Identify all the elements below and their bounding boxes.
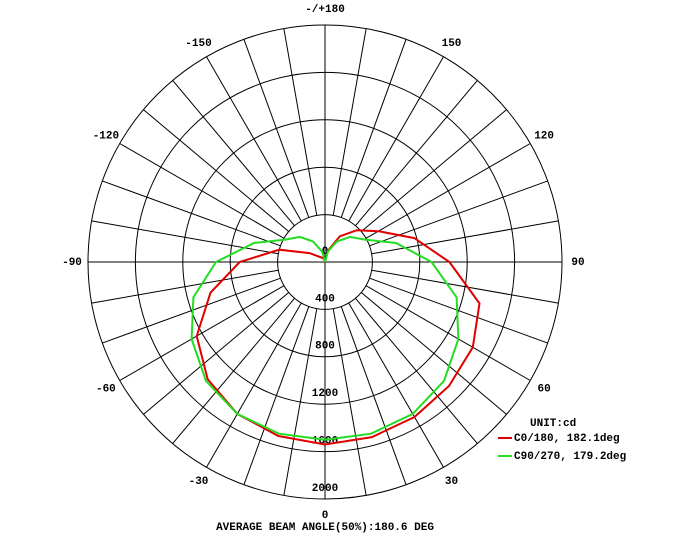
unit-label: UNIT:cd	[530, 418, 576, 430]
angle-tick-label: 60	[538, 383, 551, 395]
spoke	[332, 28, 367, 216]
angle-tick-label: -/+180	[305, 4, 345, 16]
spoke	[355, 80, 478, 227]
spoke	[371, 269, 559, 304]
spoke	[340, 306, 407, 485]
spoke	[371, 220, 559, 255]
angle-tick-label: 90	[571, 257, 584, 269]
spoke	[119, 285, 285, 381]
spoke	[360, 292, 507, 415]
spoke	[348, 56, 444, 222]
spoke	[365, 285, 531, 381]
angle-tick-label: 30	[445, 476, 458, 488]
angle-tick-label: 0	[322, 510, 329, 522]
angle-tick-label: 120	[534, 130, 554, 142]
spoke	[332, 308, 367, 496]
spoke	[172, 80, 295, 227]
footer: AVERAGE BEAM ANGLE(50%):180.6 DEG	[216, 522, 434, 534]
spoke	[243, 39, 310, 218]
spoke	[369, 277, 548, 344]
spoke	[340, 39, 407, 218]
curve	[190, 235, 460, 441]
spoke	[102, 277, 281, 344]
spoke	[355, 297, 478, 444]
spoke	[172, 297, 295, 444]
spoke	[283, 28, 318, 216]
angle-tick-label: -60	[96, 383, 116, 395]
spoke	[360, 109, 507, 232]
spoke	[365, 143, 531, 239]
curve	[195, 229, 481, 446]
legend-label: C0/180, 182.1deg	[514, 433, 620, 445]
spoke	[119, 143, 285, 239]
spoke	[143, 109, 290, 232]
angle-tick-label: -120	[93, 130, 119, 142]
spoke	[206, 302, 302, 468]
spoke	[102, 180, 281, 247]
spoke	[348, 302, 444, 468]
spoke	[206, 56, 302, 222]
spoke	[143, 292, 290, 415]
legend-label: C90/270, 179.2deg	[514, 451, 626, 463]
spoke	[283, 308, 318, 496]
angle-tick-label: -90	[62, 257, 82, 269]
spoke	[91, 269, 279, 304]
angle-tick-label: 150	[442, 38, 462, 50]
angle-tick-label: -30	[189, 476, 209, 488]
spoke	[243, 306, 310, 485]
angle-tick-label: -150	[185, 38, 211, 50]
spoke	[91, 220, 279, 255]
